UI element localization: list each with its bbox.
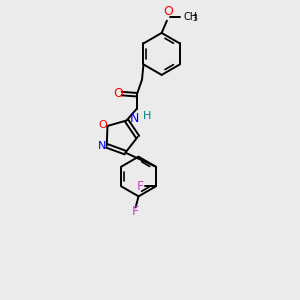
Text: O: O	[113, 87, 123, 100]
Text: F: F	[131, 205, 139, 218]
Text: F: F	[137, 180, 144, 193]
Text: 3: 3	[192, 14, 197, 23]
Text: O: O	[163, 5, 173, 18]
Text: H: H	[143, 111, 152, 121]
Text: O: O	[98, 120, 107, 130]
Text: CH: CH	[183, 12, 197, 22]
Text: N: N	[130, 112, 139, 124]
Text: N: N	[98, 141, 106, 151]
